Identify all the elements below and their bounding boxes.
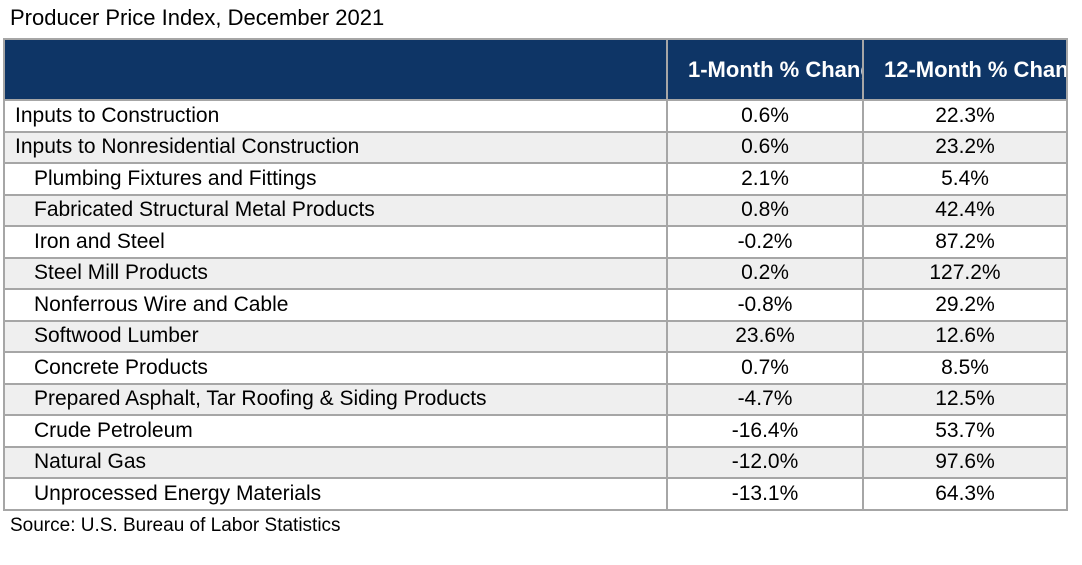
row-1-month-value: -0.8% [666, 288, 864, 322]
row-12-month-value: 12.5% [862, 382, 1068, 416]
page: Producer Price Index, December 2021 1-Mo… [0, 5, 1082, 537]
row-label: Concrete Products [3, 351, 668, 385]
row-1-month-value: -4.7% [666, 382, 864, 416]
row-12-month-value: 22.3% [862, 99, 1068, 133]
table-row: Softwood Lumber 23.6% 12.6% [3, 319, 1068, 353]
row-12-month-value: 12.6% [862, 319, 1068, 353]
header-category [3, 38, 668, 101]
row-label: Plumbing Fixtures and Fittings [3, 162, 668, 196]
table-row: Iron and Steel -0.2% 87.2% [3, 225, 1068, 259]
table-row: Crude Petroleum -16.4% 53.7% [3, 414, 1068, 448]
row-1-month-value: 0.2% [666, 256, 864, 290]
row-12-month-value: 127.2% [862, 256, 1068, 290]
header-1-month-change: 1-Month % Change [666, 38, 864, 101]
table-row: Nonferrous Wire and Cable -0.8% 29.2% [3, 288, 1068, 322]
row-label: Nonferrous Wire and Cable [3, 288, 668, 322]
row-label: Fabricated Structural Metal Products [3, 193, 668, 227]
page-title: Producer Price Index, December 2021 [10, 5, 385, 30]
row-label: Prepared Asphalt, Tar Roofing & Siding P… [3, 382, 668, 416]
row-1-month-value: 0.8% [666, 193, 864, 227]
row-1-month-value: -16.4% [666, 414, 864, 448]
row-12-month-value: 97.6% [862, 445, 1068, 479]
row-1-month-value: 2.1% [666, 162, 864, 196]
row-12-month-value: 53.7% [862, 414, 1068, 448]
row-1-month-value: -13.1% [666, 477, 864, 511]
row-1-month-value: -12.0% [666, 445, 864, 479]
row-12-month-value: 5.4% [862, 162, 1068, 196]
table-row: Inputs to Construction 0.6% 22.3% [3, 99, 1068, 133]
row-1-month-value: 23.6% [666, 319, 864, 353]
table-row: Unprocessed Energy Materials -13.1% 64.3… [3, 477, 1068, 511]
header-12-month-change: 12-Month % Change [862, 38, 1068, 101]
row-label: Softwood Lumber [3, 319, 668, 353]
row-label: Unprocessed Energy Materials [3, 477, 668, 511]
row-label: Natural Gas [3, 445, 668, 479]
table-row: Natural Gas -12.0% 97.6% [3, 445, 1068, 479]
row-1-month-value: 0.6% [666, 99, 864, 133]
table-row: Prepared Asphalt, Tar Roofing & Siding P… [3, 382, 1068, 416]
row-12-month-value: 42.4% [862, 193, 1068, 227]
table-row: Fabricated Structural Metal Products 0.8… [3, 193, 1068, 227]
row-12-month-value: 29.2% [862, 288, 1068, 322]
table-row: Inputs to Nonresidential Construction 0.… [3, 130, 1068, 164]
source-note: Source: U.S. Bureau of Labor Statistics [10, 514, 341, 536]
table-row: Steel Mill Products 0.2% 127.2% [3, 256, 1068, 290]
row-12-month-value: 8.5% [862, 351, 1068, 385]
row-label: Steel Mill Products [3, 256, 668, 290]
table-row: Plumbing Fixtures and Fittings 2.1% 5.4% [3, 162, 1068, 196]
table-row: Concrete Products 0.7% 8.5% [3, 351, 1068, 385]
row-12-month-value: 64.3% [862, 477, 1068, 511]
ppi-table: 1-Month % Change 12-Month % Change Input… [3, 38, 1068, 511]
row-12-month-value: 87.2% [862, 225, 1068, 259]
row-1-month-value: 0.6% [666, 130, 864, 164]
header-row: 1-Month % Change 12-Month % Change [3, 38, 1068, 101]
row-1-month-value: 0.7% [666, 351, 864, 385]
row-label: Inputs to Construction [3, 99, 668, 133]
row-label: Inputs to Nonresidential Construction [3, 130, 668, 164]
row-12-month-value: 23.2% [862, 130, 1068, 164]
row-label: Crude Petroleum [3, 414, 668, 448]
row-label: Iron and Steel [3, 225, 668, 259]
row-1-month-value: -0.2% [666, 225, 864, 259]
